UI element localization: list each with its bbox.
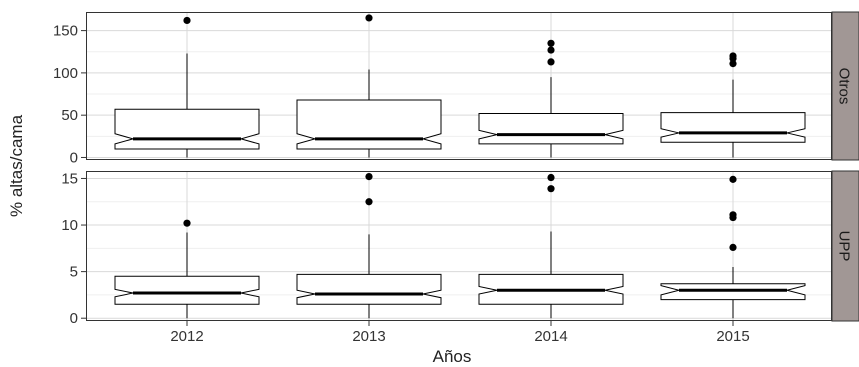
box-body (114, 275, 260, 305)
strip-background (831, 170, 859, 322)
box-2014 (478, 39, 624, 158)
box-2013 (296, 172, 442, 319)
box-body (114, 108, 260, 150)
y-tick-label: 50 (61, 107, 78, 124)
outlier-point (547, 39, 555, 47)
y-tick-label: 10 (61, 217, 78, 234)
outlier-point (183, 219, 191, 227)
outlier-point (729, 243, 737, 251)
facet-otros: Otros 0 50 100 150 (53, 11, 859, 166)
box-body (296, 273, 442, 305)
y-tick-label: 0 (70, 310, 78, 327)
box-2012 (114, 16, 260, 158)
box-body (478, 112, 624, 145)
facet-strip: UPP (831, 170, 859, 322)
outlier-point (729, 59, 737, 68)
x-tick-label: 2013 (352, 328, 385, 345)
box-body (296, 99, 442, 150)
outlier-point (183, 16, 191, 25)
y-tick-label: 100 (53, 65, 78, 82)
outlier-point (729, 175, 737, 183)
outlier-point (729, 211, 737, 219)
outlier-point (547, 185, 555, 193)
y-axis-label: % altas/cama (7, 114, 26, 217)
facet-panels: Otros 0 50 100 150 UPP 0 5 10 15 2012 2013 2014 2015 (53, 11, 859, 345)
box-2015 (660, 52, 806, 158)
outlier-point (365, 172, 373, 181)
x-tick-label: 2012 (170, 328, 203, 345)
strip-label: Otros (836, 68, 853, 105)
box-2012 (114, 219, 260, 319)
outlier-point (547, 58, 555, 66)
facet-strip: Otros (831, 11, 859, 161)
outlier-point (729, 52, 737, 60)
box-2015 (660, 175, 806, 319)
box-body (660, 112, 806, 143)
y-tick-label: 0 (70, 149, 78, 166)
strip-background (831, 11, 859, 161)
box-2014 (478, 173, 624, 319)
strip-label: UPP (836, 231, 853, 262)
box-2013 (296, 14, 442, 158)
outlier-point (547, 173, 555, 182)
y-tick-label: 150 (53, 23, 78, 40)
y-tick-label: 5 (70, 264, 78, 281)
outlier-point (365, 198, 373, 206)
outlier-point (365, 14, 373, 22)
outlier-point (547, 46, 555, 54)
x-tick-label: 2015 (716, 328, 749, 345)
y-tick-label: 15 (61, 170, 78, 187)
x-axis-label: Años (433, 347, 472, 366)
x-tick-label: 2014 (534, 328, 567, 345)
facet-upp: UPP 0 5 10 15 (61, 170, 859, 327)
